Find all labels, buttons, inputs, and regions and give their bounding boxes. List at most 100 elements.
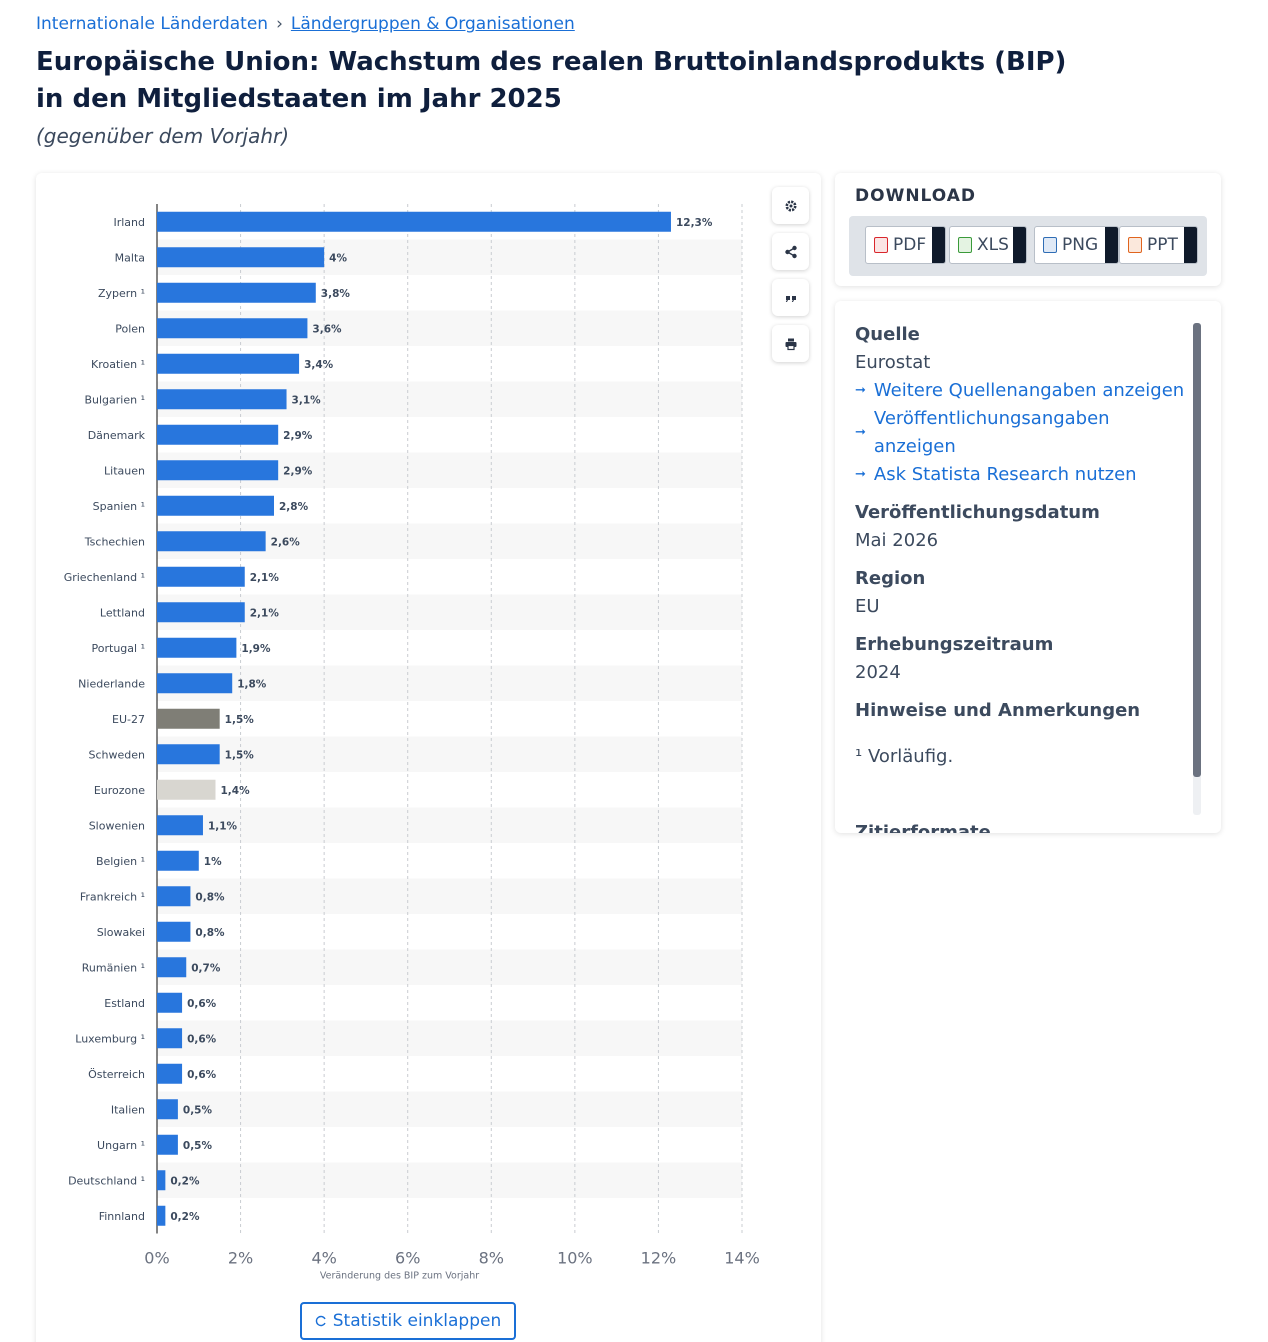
gear-icon (785, 200, 796, 211)
category-label: Slowakei (97, 926, 145, 939)
download-xls-button[interactable]: XLS (949, 226, 1027, 264)
bar (157, 1099, 178, 1120)
bar (157, 460, 279, 481)
collapse-statistic-button[interactable]: Statistik einklappen (300, 1302, 516, 1340)
publication-info-label: Veröffentlichungsangaben anzeigen (873, 408, 1110, 457)
x-tick-label: 10% (557, 1249, 593, 1268)
bar (157, 282, 316, 303)
bar (157, 744, 220, 765)
print-button[interactable] (772, 325, 809, 362)
bar (157, 1170, 166, 1191)
download-title: DOWNLOAD (855, 186, 977, 206)
bar (157, 389, 287, 410)
category-label: Irland (113, 216, 145, 229)
value-label: 1,5% (225, 749, 255, 761)
download-pdf-edge (932, 227, 945, 263)
pdf-file-icon (874, 237, 888, 253)
category-label: EU-27 (112, 713, 145, 726)
row-band (157, 665, 742, 701)
x-tick-label: 6% (395, 1249, 420, 1268)
bar (157, 1205, 166, 1226)
publication-date-label: Veröffentlichungsdatum (855, 502, 1100, 523)
category-label: Belgien ¹ (96, 855, 145, 868)
download-png-button[interactable]: PNG (1034, 226, 1119, 264)
download-pdf-button[interactable]: PDF (865, 226, 946, 264)
collapse-icon (315, 1315, 326, 1327)
info-scrollbar-thumb[interactable] (1193, 323, 1201, 777)
row-band (157, 594, 742, 630)
value-label: 1,4% (221, 785, 251, 797)
category-label: Ungarn ¹ (97, 1139, 145, 1152)
settings-button[interactable] (772, 187, 809, 224)
x-tick-label: 12% (641, 1249, 677, 1268)
region-value: EU (855, 596, 880, 617)
download-ppt-label: PPT (1147, 235, 1178, 255)
source-info-content: Quelle Eurostat ➞ Weitere Quellenangaben … (855, 321, 1185, 833)
arrow-right-icon: ➞ (855, 467, 866, 482)
category-label: Dänemark (88, 429, 146, 442)
value-label: 3,6% (312, 323, 342, 335)
bar (157, 211, 671, 232)
breadcrumb-separator: › (276, 14, 283, 34)
more-source-info-link[interactable]: ➞ Weitere Quellenangaben anzeigen (855, 377, 1185, 405)
survey-period-value: 2024 (855, 662, 901, 683)
more-source-info-label: Weitere Quellenangaben anzeigen (873, 380, 1185, 401)
breadcrumb-link-internationale-laenderdaten[interactable]: Internationale Länderdaten (36, 14, 269, 34)
cite-button[interactable] (772, 279, 809, 316)
row-band (157, 807, 742, 843)
bar (157, 779, 216, 800)
row-band (157, 1020, 742, 1056)
category-label: Niederlande (78, 677, 145, 690)
source-label: Quelle (855, 324, 920, 345)
share-button[interactable] (772, 233, 809, 270)
bar (157, 424, 279, 445)
download-png-label: PNG (1062, 235, 1099, 255)
bar (157, 1028, 183, 1049)
xls-file-icon (958, 237, 972, 253)
bar (157, 495, 274, 516)
category-label: Eurozone (94, 784, 145, 797)
bar (157, 602, 245, 623)
ask-statista-research-link[interactable]: ➞ Ask Statista Research nutzen (855, 461, 1185, 489)
value-label: 4% (329, 252, 347, 264)
bar (157, 992, 183, 1013)
value-label: 1,9% (241, 643, 271, 655)
bar (157, 921, 191, 942)
download-ppt-button[interactable]: PPT (1119, 226, 1198, 264)
share-icon (784, 245, 797, 258)
value-label: 1,8% (237, 678, 267, 690)
publication-info-link[interactable]: ➞ Veröffentlichungsangaben anzeigen (855, 405, 1185, 461)
category-label: Litauen (104, 464, 145, 477)
bar (157, 531, 266, 552)
bar (157, 1134, 178, 1155)
value-label: 12,3% (676, 217, 713, 229)
info-scrollbar[interactable] (1193, 323, 1201, 815)
value-label: 2,9% (283, 430, 313, 442)
citation-formats-label[interactable]: Zitierformate (855, 822, 991, 833)
value-label: 0,8% (195, 891, 225, 903)
value-label: 2,1% (250, 572, 280, 584)
value-label: 3,4% (304, 359, 334, 371)
value-label: 3,8% (321, 288, 351, 300)
printer-icon (785, 338, 796, 350)
x-tick-label: 2% (228, 1249, 253, 1268)
bar (157, 637, 237, 658)
category-label: Finnland (99, 1210, 145, 1223)
category-label: Kroatien ¹ (91, 358, 145, 371)
bar-chart: 0% 2% 4% 6% 8% 10% 12% 14% Irland 12,3% Malta 4% Zyp… (64, 204, 760, 1282)
breadcrumb-link-laendergruppen[interactable]: Ländergruppen & Organisationen (290, 14, 575, 34)
x-tick-label: 8% (479, 1249, 504, 1268)
bar (157, 566, 245, 587)
bar (157, 673, 233, 694)
download-button-bar: PDF XLS PNG PPT (849, 216, 1207, 276)
category-label: Estland (104, 997, 145, 1010)
value-label: 0,6% (187, 998, 217, 1010)
category-label: Luxemburg ¹ (75, 1032, 145, 1045)
collapse-button-label: Statistik einklappen (332, 1311, 502, 1331)
download-xls-label: XLS (977, 235, 1009, 255)
download-ppt-edge (1184, 227, 1197, 263)
category-label: Frankreich ¹ (80, 890, 145, 903)
x-tick-label: 14% (724, 1249, 760, 1268)
notes-value: ¹ Vorläufig. (855, 746, 954, 767)
bar (157, 957, 187, 978)
